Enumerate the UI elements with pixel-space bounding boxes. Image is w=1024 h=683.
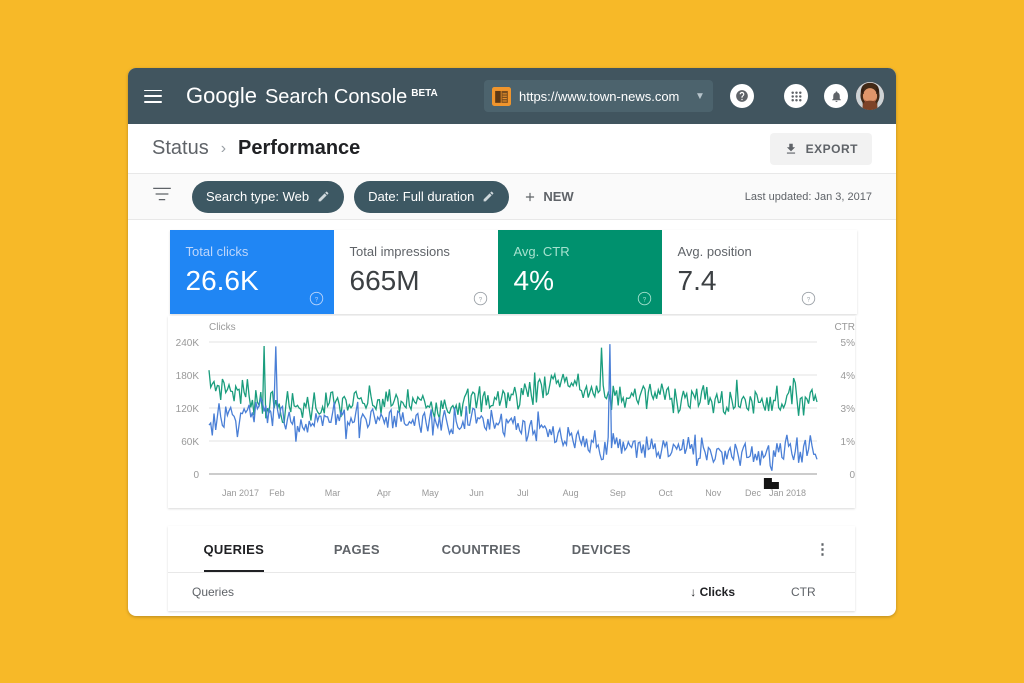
svg-text:Aug: Aug	[563, 488, 579, 498]
svg-text:Jan 2017: Jan 2017	[222, 488, 259, 498]
svg-text:60K: 60K	[181, 437, 199, 448]
svg-text:Dec: Dec	[745, 488, 762, 498]
svg-text:180K: 180K	[176, 371, 200, 382]
svg-text:Jan 2018: Jan 2018	[769, 488, 806, 498]
svg-text:Mar: Mar	[325, 488, 341, 498]
svg-text:?: ?	[806, 296, 810, 303]
svg-text:?: ?	[478, 296, 482, 303]
svg-text:0: 0	[849, 470, 855, 481]
svg-text:Apr: Apr	[377, 488, 391, 498]
svg-text:?: ?	[642, 296, 646, 303]
svg-text:3%: 3%	[841, 404, 855, 415]
svg-text:?: ?	[314, 296, 318, 303]
svg-text:Sep: Sep	[610, 488, 626, 498]
svg-text:Clicks: Clicks	[209, 322, 236, 333]
svg-text:Feb: Feb	[269, 488, 285, 498]
svg-text:May: May	[422, 488, 440, 498]
svg-text:4%: 4%	[841, 371, 855, 382]
svg-text:240K: 240K	[176, 338, 200, 349]
svg-text:120K: 120K	[176, 404, 200, 415]
svg-text:5%: 5%	[841, 338, 855, 349]
svg-text:CTR: CTR	[834, 322, 855, 333]
svg-text:Jun: Jun	[469, 488, 484, 498]
svg-text:Nov: Nov	[705, 488, 722, 498]
svg-text:1%: 1%	[841, 437, 855, 448]
svg-text:Jul: Jul	[517, 488, 529, 498]
svg-text:Oct: Oct	[658, 488, 673, 498]
svg-text:0: 0	[193, 470, 199, 481]
